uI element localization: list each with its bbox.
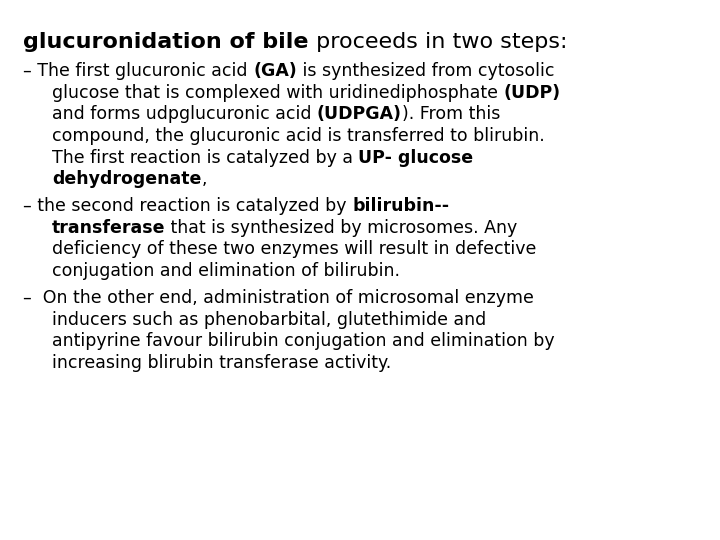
Text: antipyrine favour bilirubin conjugation and elimination by: antipyrine favour bilirubin conjugation … — [52, 332, 554, 350]
Text: deficiency of these two enzymes will result in defective: deficiency of these two enzymes will res… — [52, 240, 536, 258]
Text: glucuronidation of bile: glucuronidation of bile — [23, 32, 309, 52]
Text: increasing blirubin transferase activity.: increasing blirubin transferase activity… — [52, 354, 391, 372]
Text: – the second reaction is catalyzed by: – the second reaction is catalyzed by — [23, 197, 352, 215]
Text: and forms udpglucuronic acid: and forms udpglucuronic acid — [52, 105, 317, 123]
Text: that is synthesized by microsomes. Any: that is synthesized by microsomes. Any — [166, 219, 518, 237]
Text: ,: , — [201, 170, 207, 188]
Text: ). From this: ). From this — [402, 105, 500, 123]
Text: bilirubin--: bilirubin-- — [352, 197, 449, 215]
Text: transferase: transferase — [52, 219, 166, 237]
Text: inducers such as phenobarbital, glutethimide and: inducers such as phenobarbital, glutethi… — [52, 310, 486, 328]
Text: glucose that is complexed with uridinediphosphate: glucose that is complexed with uridinedi… — [52, 84, 503, 102]
Text: UP- glucose: UP- glucose — [359, 148, 474, 166]
Text: –  On the other end, administration of microsomal enzyme: – On the other end, administration of mi… — [23, 289, 534, 307]
Text: dehydrogenate: dehydrogenate — [52, 170, 201, 188]
Text: – The first glucuronic acid: – The first glucuronic acid — [23, 62, 253, 80]
Text: (GA): (GA) — [253, 62, 297, 80]
Text: proceeds in two steps:: proceeds in two steps: — [309, 32, 567, 52]
Text: (UDP): (UDP) — [503, 84, 560, 102]
Text: conjugation and elimination of bilirubin.: conjugation and elimination of bilirubin… — [52, 262, 400, 280]
Text: is synthesized from cytosolic: is synthesized from cytosolic — [297, 62, 554, 80]
Text: compound, the glucuronic acid is transferred to blirubin.: compound, the glucuronic acid is transfe… — [52, 127, 544, 145]
Text: (UDPGA): (UDPGA) — [317, 105, 402, 123]
Text: The first reaction is catalyzed by a: The first reaction is catalyzed by a — [52, 148, 359, 166]
